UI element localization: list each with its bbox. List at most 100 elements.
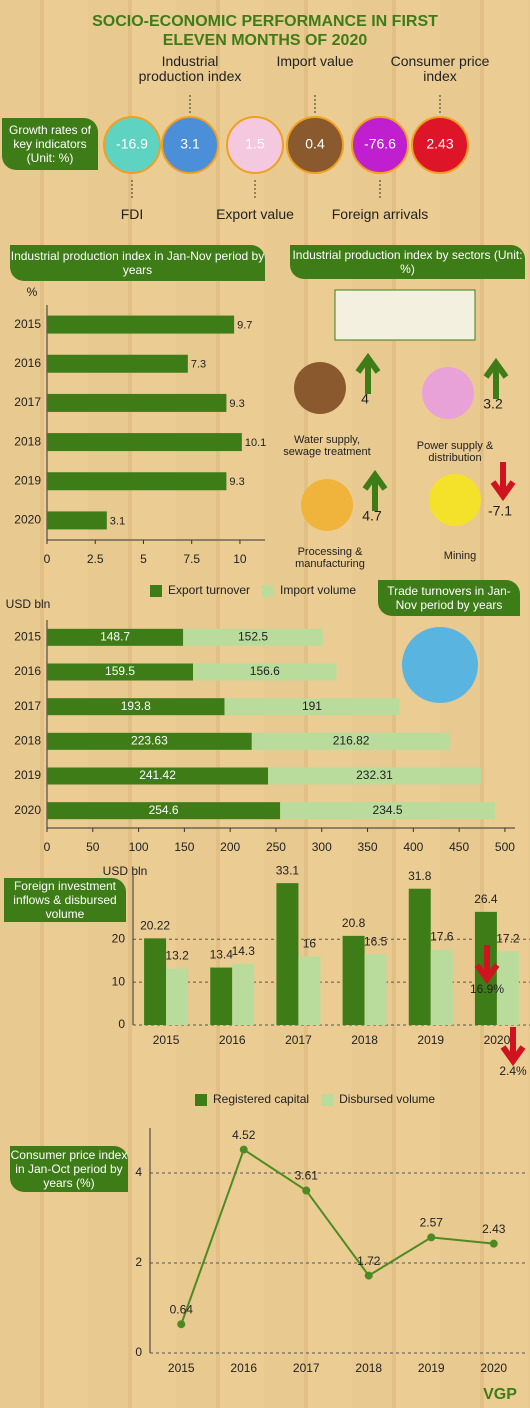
value-label: 1.72: [357, 1254, 381, 1268]
x-tick-label: 2015: [168, 1361, 195, 1375]
bar: [166, 968, 189, 1025]
value-label: 26.4: [474, 892, 498, 906]
x-tick-label: 250: [266, 840, 286, 854]
value-label: 191: [302, 699, 322, 713]
sector-value: -7.1: [488, 503, 512, 519]
indicator-value: 3.1: [180, 136, 200, 152]
indicator-label: Foreign arrivals: [331, 206, 429, 222]
value-label: 241.42: [139, 768, 176, 782]
value-label: 9.3: [229, 398, 244, 410]
x-tick-label: 2020: [484, 1033, 511, 1047]
annotation: 16.9%: [470, 982, 504, 996]
value-label: 13.4: [210, 948, 234, 962]
sector-value: 3.2: [483, 396, 503, 412]
bar: [430, 949, 453, 1025]
value-label: 223.63: [131, 734, 168, 748]
indicator-value: 1.5: [245, 136, 265, 152]
value-label: 9.3: [229, 476, 244, 488]
x-tick-label: 2018: [355, 1361, 382, 1375]
bar: [47, 802, 281, 820]
arrow: [490, 462, 516, 502]
point: [489, 1239, 498, 1248]
value-label: 159.5: [105, 664, 135, 678]
chart-title: Consumer price index in Jan-Oct period b…: [10, 1146, 128, 1192]
y-tick-label: 2018: [14, 434, 41, 448]
value-label: 20.22: [140, 919, 170, 933]
value-label: 3.61: [295, 1169, 319, 1183]
x-tick-label: 2.5: [87, 552, 104, 566]
y-tick-label: 2017: [14, 395, 41, 409]
bar: [408, 888, 431, 1025]
y-tick-label: 0: [135, 1345, 142, 1359]
x-tick-label: 10: [233, 552, 247, 566]
x-tick-label: 500: [495, 840, 515, 854]
value-label: 17.2: [496, 931, 520, 945]
indicator-heading: Growth rates of key indicators (Unit: %): [2, 118, 98, 170]
point: [239, 1145, 248, 1154]
x-tick-label: 150: [174, 840, 194, 854]
value-label: 7.3: [191, 359, 206, 371]
x-tick-label: 2017: [285, 1033, 312, 1047]
y-tick-label: 0: [118, 1017, 125, 1031]
value-label: 16.5: [364, 934, 388, 948]
x-tick-label: 100: [129, 840, 149, 854]
sector-label: Mining: [443, 550, 477, 562]
arrow: [355, 352, 381, 394]
indicator-label: Consumer price index: [390, 53, 490, 84]
value-label: 13.2: [165, 949, 189, 963]
y-tick-label: 2016: [14, 356, 41, 370]
indicator-value: -76.6: [364, 136, 396, 152]
legend-label: Import volume: [280, 583, 356, 597]
value-label: 156.6: [250, 664, 280, 678]
bar: [47, 354, 188, 373]
line: [180, 1148, 494, 1325]
x-tick-label: 350: [358, 840, 378, 854]
y-tick-label: 2020: [14, 803, 41, 817]
chart-title: Trade turnovers in Jan-Nov period by yea…: [378, 580, 520, 616]
y-axis-label: %: [27, 285, 38, 299]
legend-label: Disbursed volume: [339, 1092, 435, 1106]
globe-icon: [402, 627, 478, 703]
value-label: 14.3: [232, 944, 256, 958]
indicator-circle: [351, 116, 409, 174]
bar: [47, 698, 225, 716]
legend-swatch: [150, 585, 162, 597]
y-axis-label: USD bln: [103, 864, 148, 878]
x-tick-label: 2016: [230, 1361, 257, 1375]
y-tick-label: 2019: [14, 473, 41, 487]
legend-swatch: [195, 1094, 207, 1106]
x-tick-label: 0: [44, 552, 51, 566]
value-label: 4.52: [232, 1128, 256, 1142]
bar: [210, 967, 233, 1025]
sector-icon: [422, 367, 474, 419]
y-tick-label: 2: [135, 1255, 142, 1269]
indicator-circle: [286, 116, 344, 174]
x-tick-label: 2019: [417, 1033, 444, 1047]
sector-heading: Industrial production index by sectors (…: [290, 245, 525, 279]
indicator-circle: [411, 116, 469, 174]
indicator-circle: [103, 116, 161, 174]
bar: [496, 951, 519, 1025]
value-label: 254.6: [149, 803, 179, 817]
factory-icon: [334, 289, 476, 341]
bar: [224, 698, 400, 716]
value-label: 152.5: [238, 630, 268, 644]
annotation: 2.4%: [499, 1064, 527, 1078]
value-label: 9.7: [237, 319, 252, 331]
indicator-value: -16.9: [116, 136, 148, 152]
y-axis-label: USD bln: [6, 597, 51, 611]
x-tick-label: 2020: [480, 1361, 507, 1375]
chart-title: Foreign investment inflows & disbursed v…: [4, 878, 126, 922]
x-tick-label: 450: [449, 840, 469, 854]
y-tick-label: 4: [135, 1165, 142, 1179]
sector-value: 4: [361, 391, 369, 407]
bar: [47, 472, 227, 491]
x-tick-label: 2016: [219, 1033, 246, 1047]
x-tick-label: 400: [403, 840, 423, 854]
value-label: 216.82: [333, 734, 370, 748]
bar: [268, 767, 481, 785]
bar: [251, 732, 451, 750]
point: [177, 1320, 186, 1329]
value-label: 2.43: [482, 1222, 506, 1236]
value-label: 2.57: [420, 1216, 444, 1230]
